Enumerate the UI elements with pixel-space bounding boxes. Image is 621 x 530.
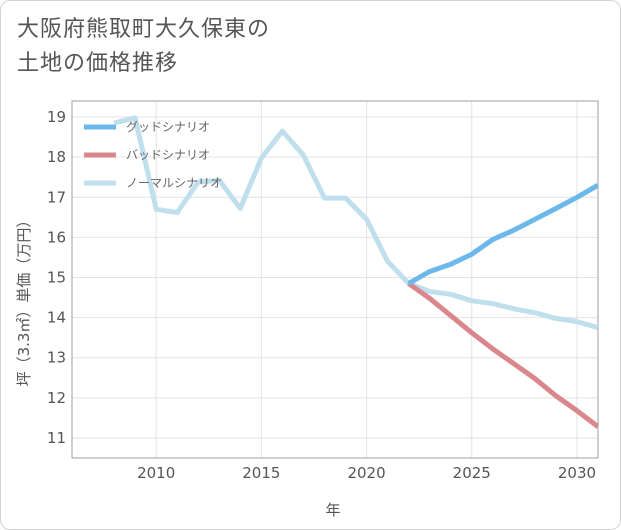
x-tick-label: 2020	[347, 464, 385, 482]
x-tick-label: 2015	[242, 464, 280, 482]
y-tick-label: 19	[47, 108, 66, 126]
series-line-1	[407, 281, 598, 429]
legend-label-1: バッドシナリオ	[126, 148, 210, 162]
x-axis-label: 年	[325, 501, 340, 519]
y-axis-label: 坪（3.3㎡）単価（万円）	[15, 213, 33, 387]
series-line-0	[407, 183, 598, 286]
series-line-2	[113, 115, 598, 331]
legend-label-2: ノーマルシナリオ	[126, 176, 222, 190]
x-tick-label: 2025	[453, 464, 491, 482]
y-tick-label: 16	[47, 228, 66, 246]
y-tick-label: 13	[47, 349, 66, 367]
chart-title-line1: 大阪府熊取町大久保東の	[17, 17, 271, 42]
legend-label-0: グッドシナリオ	[126, 120, 210, 134]
y-tick-label: 18	[47, 148, 66, 166]
plot-frame	[71, 100, 599, 459]
y-tick-label: 15	[47, 268, 66, 286]
chart-title-line2: 土地の価格推移	[17, 51, 179, 76]
y-tick-label: 11	[47, 429, 66, 447]
chart-title: 大阪府熊取町大久保東の 土地の価格推移	[17, 13, 270, 81]
x-tick-label: 2010	[137, 464, 175, 482]
x-tick-label: 2030	[558, 464, 596, 482]
y-tick-label: 12	[47, 389, 66, 407]
y-tick-label: 17	[47, 188, 66, 206]
y-tick-label: 14	[47, 309, 66, 327]
